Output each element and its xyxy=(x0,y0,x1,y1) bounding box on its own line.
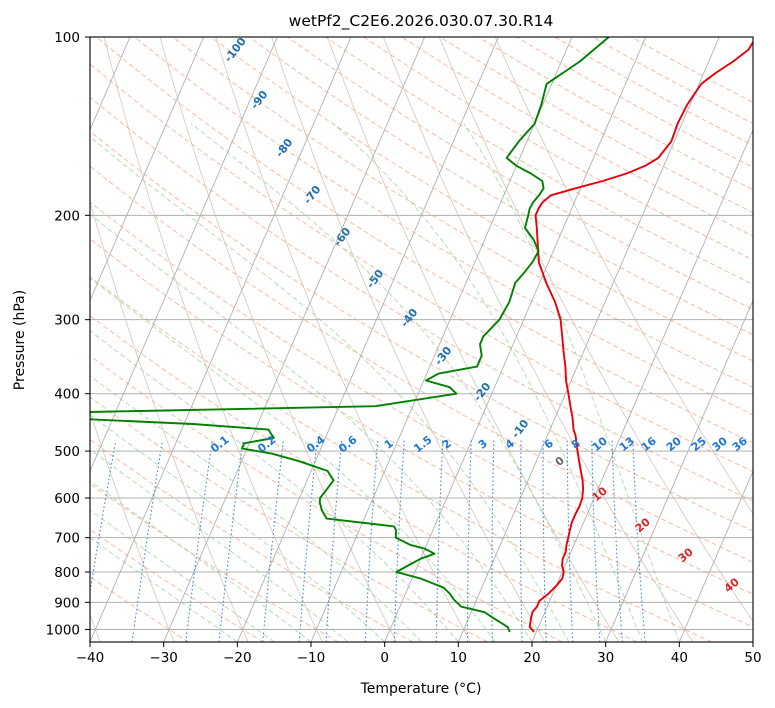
isotherm-line xyxy=(90,37,278,473)
isotherm-line xyxy=(163,37,426,642)
y-tick-label: 400 xyxy=(54,387,80,403)
x-tick-label: 10 xyxy=(450,650,467,666)
x-tick-label: −20 xyxy=(223,650,252,666)
moist-adiabat xyxy=(90,213,533,642)
saturation-curve xyxy=(438,37,753,623)
isotherm-line xyxy=(90,37,352,642)
moist-adiabat xyxy=(463,123,680,642)
saturation-curve xyxy=(271,37,546,642)
dry-adiabat xyxy=(90,96,753,502)
saturation-curve xyxy=(159,37,397,642)
x-tick-label: 20 xyxy=(523,650,540,666)
y-tick-label: 200 xyxy=(54,208,80,224)
y-axis: 100 200 300 400 500 600 700 800 900 1000 xyxy=(46,30,90,638)
moist-adiabat xyxy=(190,123,607,642)
background-lines xyxy=(90,37,753,642)
moist-adiabat xyxy=(90,509,275,642)
x-axis: −40 −30 −20 −10 0 10 20 30 40 50 xyxy=(76,642,762,666)
saturation-curve xyxy=(90,410,175,642)
mixing-ratio-line xyxy=(435,440,444,642)
saturation-curve xyxy=(103,37,323,642)
mixing-ratio-line xyxy=(262,440,284,642)
temperature-line xyxy=(528,40,753,633)
profile-series xyxy=(90,37,753,633)
dry-adiabat xyxy=(325,37,753,285)
mixing-ratio-line xyxy=(566,440,574,642)
mixing-ratio-line xyxy=(611,440,623,642)
moist-adiabat xyxy=(90,480,312,642)
moist-adiabat xyxy=(332,123,643,642)
plot-frame xyxy=(89,36,754,643)
dry-adiabat xyxy=(90,396,488,642)
dry-adiabat xyxy=(90,201,753,595)
mixing-ratio-line xyxy=(90,440,117,595)
y-tick-label: 100 xyxy=(54,30,80,46)
dry-adiabat xyxy=(96,37,753,444)
mixing-ratio-line xyxy=(218,440,244,642)
isotherm-line xyxy=(531,128,753,642)
dry-adiabat xyxy=(90,238,753,628)
dewpoint-line xyxy=(90,37,610,633)
x-tick-label: 30 xyxy=(597,650,614,666)
isotherm-line xyxy=(384,37,647,642)
dry-adiabat xyxy=(90,276,712,642)
y-tick-label: 500 xyxy=(54,444,80,460)
dry-adiabat xyxy=(90,439,414,642)
moist-adiabat xyxy=(90,330,459,642)
mixing-ratio-line xyxy=(131,440,163,642)
isotherm-line xyxy=(457,37,720,642)
x-axis-label: Temperature (°C) xyxy=(360,681,482,697)
mixing-ratio-line xyxy=(185,440,213,642)
dry-adiabat xyxy=(90,483,339,642)
mixing-ratio-line xyxy=(298,440,318,642)
y-tick-label: 800 xyxy=(54,565,80,581)
saturation-curve xyxy=(327,37,620,642)
moist-adiabat xyxy=(90,136,570,642)
mixing-ratio-line xyxy=(632,440,646,642)
saturation-curve xyxy=(90,200,249,642)
dry-adiabat xyxy=(134,37,753,416)
mixing-ratio-line xyxy=(466,440,472,642)
moist-adiabat xyxy=(90,375,422,642)
x-tick-label: −30 xyxy=(149,650,178,666)
mixing-ratio-line xyxy=(591,440,601,642)
saturation-curve xyxy=(382,37,694,642)
moist-adiabat xyxy=(90,448,349,642)
mixing-ratio-line xyxy=(519,440,523,642)
dry-adiabat xyxy=(90,315,638,642)
x-tick-label: 40 xyxy=(671,650,688,666)
mixing-ratio-line xyxy=(542,440,547,642)
x-tick-label: −40 xyxy=(76,650,105,666)
y-tick-label: 600 xyxy=(54,491,80,507)
moist-adiabat xyxy=(90,414,386,642)
mixing-ratio-line xyxy=(325,440,343,642)
dry-adiabat xyxy=(90,130,753,532)
pressure-grid xyxy=(90,37,753,630)
mixing-ratio-line xyxy=(364,440,379,642)
isotherm-line xyxy=(605,299,753,642)
y-tick-label: 300 xyxy=(54,313,80,329)
chart-title: wetPf2_C2E6.2026.030.07.30.R14 xyxy=(289,12,554,31)
isotherm-line xyxy=(90,37,205,302)
x-tick-label: 0 xyxy=(380,650,389,666)
saturation-curve xyxy=(215,37,471,642)
isotherm-line xyxy=(310,37,573,642)
x-tick-label: 50 xyxy=(744,650,761,666)
isotherm-line xyxy=(678,470,753,642)
isotherm-line xyxy=(236,37,499,642)
y-tick-label: 900 xyxy=(54,595,80,611)
moist-adiabat xyxy=(90,277,496,642)
x-tick-label: −10 xyxy=(297,650,326,666)
dry-adiabat xyxy=(90,355,563,642)
y-tick-label: 1000 xyxy=(46,622,80,638)
y-axis-label: Pressure (hPa) xyxy=(12,290,28,390)
mixing-ratio-line xyxy=(393,440,405,642)
y-tick-label: 700 xyxy=(54,531,80,547)
